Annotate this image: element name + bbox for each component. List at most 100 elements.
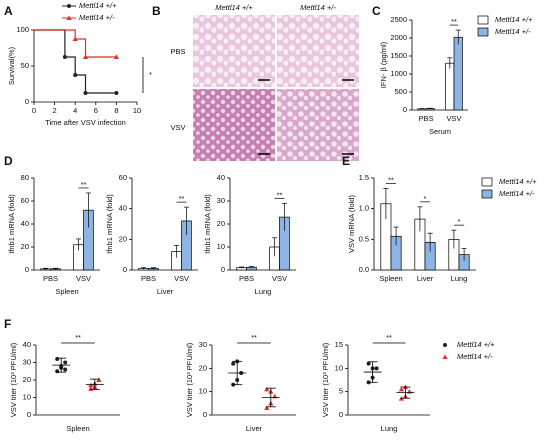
- legend-swatch: [477, 27, 489, 37]
- y-tick-label: 0: [25, 265, 29, 274]
- y-tick-label: 1000: [390, 69, 407, 78]
- y-tick-label: 20: [23, 375, 31, 384]
- marker: [73, 73, 78, 77]
- y-tick-label: 0: [203, 410, 207, 419]
- y-axis-label: VSV titer (10³ PFU/ml): [185, 342, 194, 417]
- legend-swatch: [481, 189, 493, 199]
- survival-line: [34, 29, 117, 94]
- legend-marker: [442, 354, 448, 359]
- y-tick-label: 20: [217, 219, 225, 228]
- legend-label: Mettl14 +/-: [499, 189, 535, 198]
- histology-image: [193, 15, 275, 87]
- legend-label: Mettl14 +/+: [79, 1, 117, 10]
- row-label: PBS: [170, 47, 185, 56]
- y-tick-label: 0: [123, 265, 127, 274]
- y-tick-label: 1.5: [359, 173, 369, 182]
- y-tick-label: 40: [21, 219, 29, 228]
- y-tick-label: 30: [217, 196, 225, 205]
- x-tick-label: PBS: [239, 274, 254, 283]
- y-tick-label: 40: [23, 340, 31, 349]
- x-tick-label: Spleen: [379, 274, 402, 283]
- marker: [366, 361, 371, 366]
- significance: **: [277, 190, 283, 199]
- y-axis-label: VSV titer (10³ PFU/ml): [321, 342, 330, 417]
- y-axis-label: IFN- β (pg/ml): [379, 41, 388, 88]
- y-tick-label: 2500: [390, 15, 407, 24]
- y-axis-label: VSV titer (10³ PFU/ml): [9, 342, 18, 417]
- y-tick-label: 30: [199, 340, 207, 349]
- y-tick-label: 0: [25, 97, 29, 106]
- y-tick-label: 0: [221, 265, 225, 274]
- x-tick-label: VSV: [446, 114, 461, 123]
- bar: [453, 36, 463, 111]
- significance: *: [424, 194, 427, 203]
- significance: **: [251, 333, 257, 342]
- significance: *: [458, 217, 461, 226]
- column-label: Mettl14 +/-: [300, 3, 336, 12]
- marker: [72, 36, 78, 41]
- marker: [264, 405, 270, 410]
- y-tick-label: 10: [335, 363, 343, 372]
- survival-line: [34, 29, 117, 58]
- y-tick-label: 20: [199, 363, 207, 372]
- y-tick-label: 10: [23, 392, 31, 401]
- y-tick-label: 50: [21, 61, 29, 70]
- y-axis-label: Ifnb1 mRNA (fold): [105, 194, 114, 254]
- x-tick-label: 2: [53, 106, 57, 115]
- group-label: Lung: [381, 424, 398, 433]
- significance: **: [179, 194, 185, 203]
- y-tick-label: 20: [21, 242, 29, 251]
- legend-label: Mettl14 +/-: [457, 352, 493, 361]
- marker: [113, 54, 119, 59]
- legend-swatch: [477, 15, 489, 25]
- panel-label: D: [4, 154, 13, 168]
- significance: **: [75, 333, 81, 342]
- x-tick-label: VSV: [76, 274, 91, 283]
- y-tick-label: 15: [335, 340, 343, 349]
- y-tick-label: 0: [403, 105, 407, 114]
- group-label: Serum: [429, 127, 451, 136]
- x-tick-label: 8: [114, 106, 118, 115]
- y-tick-label: 10: [217, 242, 225, 251]
- y-tick-label: 5: [339, 387, 343, 396]
- significance: **: [388, 175, 394, 184]
- y-tick-label: 80: [21, 173, 29, 182]
- histology-image: [193, 89, 275, 161]
- panel-label: F: [4, 317, 11, 331]
- legend-label: Mettl14 +/+: [457, 340, 495, 349]
- y-tick-label: 60: [21, 196, 29, 205]
- x-tick-label: PBS: [418, 114, 433, 123]
- y-axis-label: Ifnb1 mRNA (fold): [7, 194, 16, 254]
- panel-label: A: [4, 4, 13, 18]
- marker: [63, 360, 68, 365]
- y-tick-label: 0: [339, 410, 343, 419]
- y-tick-label: 20: [119, 234, 127, 243]
- group-label: Liver: [157, 287, 174, 296]
- x-tick-label: Lung: [451, 274, 468, 283]
- legend-label: Mettl14 +/-: [495, 27, 531, 36]
- y-tick-label: 60: [119, 173, 127, 182]
- significance: **: [81, 180, 87, 189]
- x-tick-label: 0: [32, 106, 36, 115]
- marker: [62, 55, 67, 59]
- y-tick-label: 1.0: [359, 204, 369, 213]
- y-tick-label: 100: [16, 25, 29, 34]
- panel-label: C: [372, 4, 381, 18]
- legend-label: Mettl14 +/-: [79, 13, 115, 22]
- y-axis-label: Ifnb1 mRNA (fold): [203, 194, 212, 254]
- y-tick-label: 0.5: [359, 234, 369, 243]
- histology-image: [277, 15, 359, 87]
- x-tick-label: PBS: [43, 274, 58, 283]
- marker: [55, 357, 60, 361]
- significance: **: [451, 17, 457, 26]
- legend-label: Mettl14 +/+: [495, 15, 533, 24]
- x-tick-label: VSV: [174, 274, 189, 283]
- y-tick-label: 10: [199, 387, 207, 396]
- marker: [96, 377, 102, 382]
- marker: [398, 386, 404, 392]
- y-axis-label: Survival(%): [7, 46, 16, 85]
- significance: *: [149, 70, 152, 79]
- group-label: Liver: [246, 424, 263, 433]
- y-tick-label: 2000: [390, 33, 407, 42]
